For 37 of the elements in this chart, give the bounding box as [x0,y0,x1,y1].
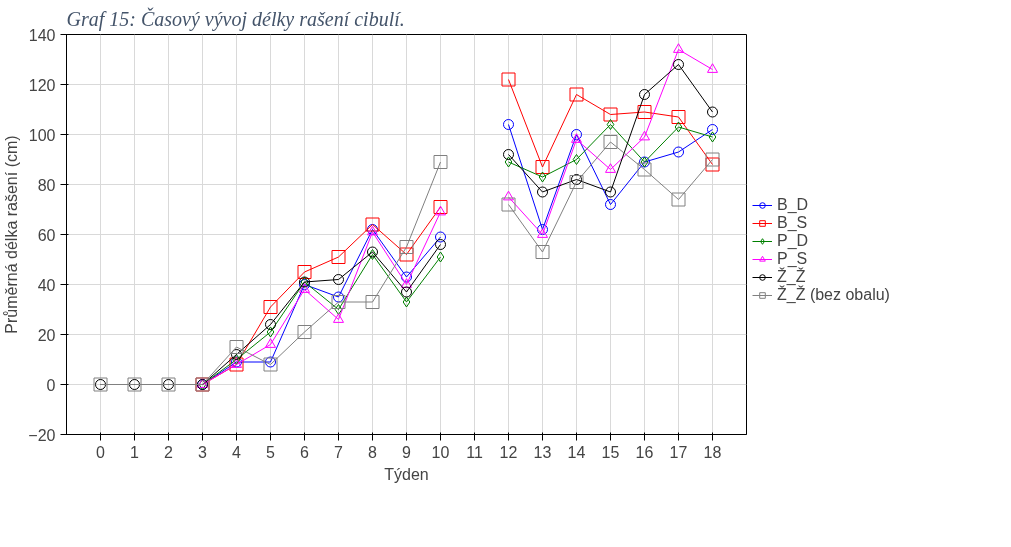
x-axis-title: Týden [384,465,429,483]
x-tick-label: 3 [198,443,208,461]
legend-label: B_S [777,214,808,232]
y-tick-label: 100 [28,126,56,144]
x-tick-label: 16 [635,443,654,461]
y-tick-label: −20 [28,426,56,444]
y-tick-label: 80 [37,176,56,194]
y-tick-label: 120 [28,76,56,94]
x-tick-label: 18 [703,443,722,461]
legend-label: P_D [777,232,809,250]
x-tick-label: 17 [669,443,688,461]
y-tick-label: 0 [46,376,56,394]
legend-label: Ž_Ž (bez obalu) [777,286,890,304]
x-tick-label: 14 [567,443,586,461]
y-tick-label: 40 [37,276,56,294]
legend-label: P_S [777,250,808,268]
x-tick-label: 8 [368,443,378,461]
x-tick-label: 9 [402,443,412,461]
x-tick-label: 1 [130,443,140,461]
x-tick-label: 2 [164,443,174,461]
y-tick-label: 20 [37,326,56,344]
x-tick-label: 6 [300,443,310,461]
x-tick-label: 7 [334,443,344,461]
y-tick-label: 140 [28,26,56,44]
legend-label: Ž_Ž [777,268,806,286]
x-tick-label: 11 [466,443,483,461]
x-tick-label: 12 [499,443,518,461]
x-tick-label: 4 [232,443,242,461]
y-tick-label: 60 [37,226,56,244]
y-axis-title: Průměrná délka rašení (cm) [3,135,21,334]
legend-label: B_D [777,196,809,214]
x-tick-label: 15 [601,443,620,461]
x-tick-label: 0 [96,443,106,461]
chart-title: Graf 15: Časový vývoj délky rašení cibulí. [66,6,405,31]
x-tick-label: 10 [431,443,450,461]
x-tick-label: 13 [533,443,552,461]
x-tick-label: 5 [266,443,276,461]
